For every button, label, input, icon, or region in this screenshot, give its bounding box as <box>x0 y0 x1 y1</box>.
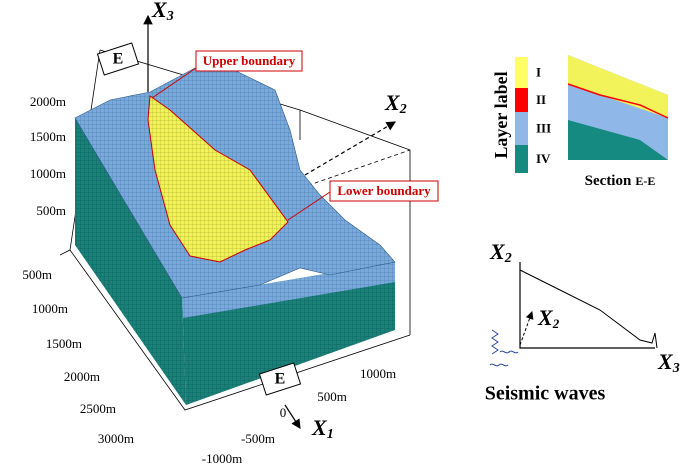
annotation: Lower boundary <box>337 183 431 198</box>
scale-label: -1000m <box>202 451 242 465</box>
marker-box <box>96 42 140 76</box>
layer-swatch <box>515 112 528 145</box>
scale-label: 3000m <box>98 431 134 446</box>
axis-base: X <box>311 415 328 440</box>
scale-label: 2000m <box>30 94 66 109</box>
x1-arrow <box>284 404 301 430</box>
axis-sub: 2 <box>504 251 512 266</box>
legend-title: Layer label <box>491 71 511 158</box>
left-face <box>75 118 186 405</box>
axis-base: X <box>657 349 674 374</box>
scale-label: 500m <box>36 203 66 218</box>
layer-swatch <box>515 57 528 88</box>
axis-sub: 2 <box>399 102 407 117</box>
x3-label: X3 <box>657 349 680 376</box>
axis-base: X <box>384 90 401 115</box>
axis-sub: 3 <box>672 361 680 376</box>
scale-label: 500m <box>22 267 52 282</box>
section-marker: E <box>275 371 286 388</box>
scale-label: 1500m <box>46 336 82 351</box>
axis-base: X <box>489 239 506 264</box>
section-word: Section <box>585 173 632 189</box>
caption: Seismic waves <box>485 383 606 405</box>
model: X3 X2 X1 E E Upper boundary Lower bounda… <box>22 0 439 465</box>
section-i <box>568 55 668 118</box>
landslide-body <box>147 95 289 263</box>
section-iv <box>568 120 668 160</box>
layer-label: II <box>536 92 546 107</box>
scale-label: 0 <box>280 405 287 420</box>
x3-label: X3 <box>151 0 174 24</box>
scale-label: 2500m <box>80 401 116 416</box>
layer-swatch <box>515 88 528 112</box>
annotation: Upper boundary <box>203 53 296 68</box>
layer-label: III <box>536 120 551 135</box>
leader <box>287 191 331 221</box>
seismic: X2 X2 X3 Seismic waves <box>485 239 680 405</box>
leader <box>151 67 197 99</box>
axis-sub: 2 <box>552 316 560 331</box>
wave-icon <box>489 329 519 367</box>
axis-sub: 3 <box>166 9 174 24</box>
direction-label: X2 <box>537 305 560 331</box>
axis-sub: 1 <box>327 427 334 442</box>
section-title: Section E-E <box>585 173 656 190</box>
x2-arrow <box>304 121 397 176</box>
axis-base: X <box>537 305 554 330</box>
front-layer <box>182 262 395 318</box>
section-name: E-E <box>635 174 655 188</box>
scale-label: 1000m <box>32 301 68 316</box>
annotation-box <box>329 180 439 202</box>
seismic-axes <box>519 262 655 349</box>
direction-arrow <box>519 311 534 346</box>
x1-label: X1 <box>311 415 334 442</box>
scale-label: 500m <box>317 389 347 404</box>
x2-label: X2 <box>384 90 407 117</box>
scale-label: 1000m <box>30 166 66 181</box>
axis-base: X <box>151 0 168 22</box>
section-ii <box>567 83 669 119</box>
layer-label: IV <box>536 151 551 166</box>
scale-label: 1500m <box>30 129 66 144</box>
scale-label: -500m <box>241 431 275 446</box>
marker-box <box>258 362 302 396</box>
annotation-box <box>195 50 303 72</box>
scale-label: 1000m <box>360 366 396 381</box>
profile <box>519 269 658 349</box>
x2-label: X2 <box>489 239 512 266</box>
section-marker: E <box>113 51 124 68</box>
layer-swatch <box>515 145 528 173</box>
layer-label: I <box>536 64 541 79</box>
scale-label: 2000m <box>64 369 100 384</box>
